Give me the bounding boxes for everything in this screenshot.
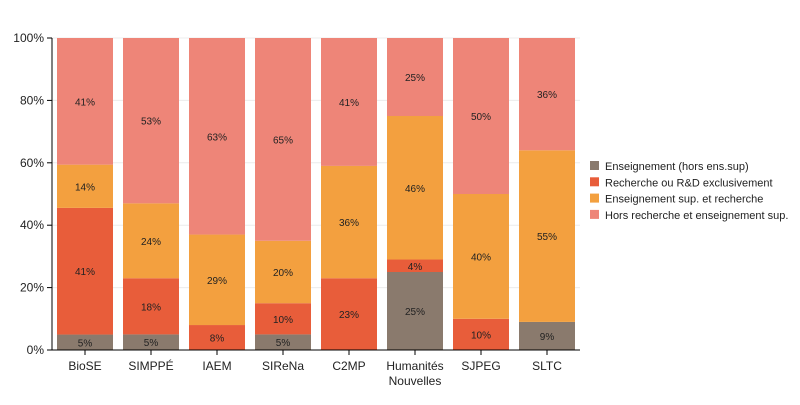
x-tick-label: C2MP	[332, 359, 365, 373]
data-label: 4%	[408, 262, 423, 273]
data-label: 36%	[537, 90, 557, 101]
data-label: 36%	[339, 218, 359, 229]
data-label: 25%	[405, 73, 425, 84]
data-label: 50%	[471, 112, 491, 123]
data-label: 63%	[207, 132, 227, 143]
legend-label: Hors recherche et enseignement sup.	[605, 210, 788, 222]
x-tick-label: SIReNa	[262, 359, 304, 373]
bar-segment	[123, 278, 179, 335]
y-tick-label: 60%	[20, 156, 44, 170]
data-label: 14%	[75, 182, 95, 193]
data-label: 10%	[471, 330, 491, 341]
legend-swatch	[590, 177, 599, 187]
bar-segment	[123, 203, 179, 279]
x-tick-label: Humanités	[386, 359, 443, 373]
bar-segment	[519, 150, 575, 322]
bar-segment	[123, 334, 179, 350]
data-label: 9%	[540, 332, 555, 343]
data-label: 5%	[78, 338, 93, 349]
data-label: 65%	[273, 135, 293, 146]
bar-segment	[57, 38, 113, 165]
bar-segment	[189, 234, 245, 326]
bar-segment	[453, 318, 509, 350]
legend-label: Enseignement (hors ens.sup)	[605, 161, 749, 173]
x-tick-label: IAEM	[202, 359, 231, 373]
data-label: 25%	[405, 307, 425, 318]
x-tick-label: SIMPPÉ	[128, 358, 173, 373]
bar-segment	[387, 38, 443, 116]
y-tick-label: 80%	[20, 93, 44, 107]
y-tick-label: 20%	[20, 281, 44, 295]
data-label: 20%	[273, 268, 293, 279]
bar-segment	[321, 165, 377, 279]
bar-segment	[189, 325, 245, 350]
bar-segment	[123, 38, 179, 204]
data-label: 8%	[210, 334, 225, 345]
bar-segment	[57, 164, 113, 208]
bar-segment	[189, 38, 245, 235]
legend-label: Recherche ou R&D exclusivement	[605, 177, 773, 189]
y-tick-label: 0%	[27, 343, 45, 357]
data-label: 41%	[339, 98, 359, 109]
bar-segment	[255, 334, 311, 350]
bar-segment	[453, 194, 509, 319]
bar-segment	[519, 321, 575, 350]
y-tick-label: 100%	[13, 31, 44, 45]
data-label: 23%	[339, 310, 359, 321]
bar-segment	[255, 303, 311, 335]
data-label: 46%	[405, 184, 425, 195]
data-label: 29%	[207, 276, 227, 287]
bar-segment	[453, 38, 509, 194]
data-label: 40%	[471, 252, 491, 263]
data-label: 41%	[75, 97, 95, 108]
bar-segment	[255, 38, 311, 241]
data-label: 5%	[144, 338, 159, 349]
bar-segment	[387, 116, 443, 260]
y-tick-label: 40%	[20, 218, 44, 232]
bar-segment	[255, 240, 311, 304]
data-label: 55%	[537, 232, 557, 243]
data-label: 41%	[75, 267, 95, 278]
legend-swatch	[590, 209, 599, 219]
x-tick-label: SLTC	[532, 359, 562, 373]
bar-segment	[387, 272, 443, 350]
bar-segment	[519, 38, 575, 151]
data-label: 24%	[141, 237, 161, 248]
legend-label: Enseignement sup. et recherche	[605, 194, 763, 206]
bar-segment	[321, 38, 377, 166]
data-label: 53%	[141, 117, 161, 128]
legend-swatch	[590, 161, 599, 170]
data-label: 18%	[141, 302, 161, 313]
x-tick-label: BioSE	[68, 359, 101, 373]
bar-segment	[57, 334, 113, 350]
bar-segment	[387, 259, 443, 272]
x-tick-label: Nouvelles	[389, 374, 442, 388]
data-label: 10%	[273, 315, 293, 326]
x-tick-label: SJPEG	[461, 359, 500, 373]
bar-segment	[57, 207, 113, 335]
bar-segment	[321, 278, 377, 350]
legend-swatch	[590, 193, 599, 203]
data-label: 5%	[276, 338, 291, 349]
